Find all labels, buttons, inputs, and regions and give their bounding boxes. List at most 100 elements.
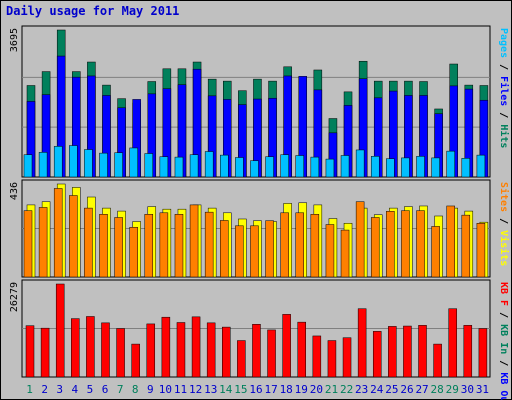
bar-kb-f [327, 340, 337, 378]
x-tick-label: 19 [295, 383, 308, 396]
bar-kb-f [388, 326, 397, 378]
bar-kb-f [312, 335, 322, 378]
legend-entry: / [498, 212, 509, 230]
legend: Sites / Visits [498, 182, 510, 266]
bar-kb-f [342, 337, 352, 378]
bar-kb-f [252, 324, 261, 378]
bar-sites [159, 212, 169, 278]
bar-pages [386, 158, 395, 178]
bar-pages [114, 152, 123, 178]
legend-entry: Files [498, 76, 510, 106]
x-tick-label: 27 [415, 383, 428, 396]
bar-pages [99, 152, 108, 178]
bar-sites [431, 226, 440, 278]
bar-pages [401, 157, 410, 178]
bar-kb-f [222, 326, 231, 378]
x-tick-label: 30 [461, 383, 474, 396]
bar-kb-f [101, 322, 110, 378]
bar-sites [38, 207, 48, 278]
bar-kb-f [357, 308, 367, 378]
legend: Pages / Files / Hits [498, 28, 510, 148]
legend-entry: Hits [498, 124, 510, 148]
x-tick-label: 20 [310, 383, 323, 396]
bar-pages [144, 153, 154, 178]
x-tick-label: 14 [219, 383, 233, 396]
x-tick-label: 11 [174, 383, 187, 396]
bar-pages [340, 155, 350, 178]
legend-entry: Visits [498, 230, 510, 266]
legend-entry: KB F [498, 282, 509, 306]
panel-top: 3695 Pages / Files / Hits [9, 25, 510, 178]
bar-pages [53, 146, 63, 178]
bar-pages [431, 157, 440, 178]
bar-kb-f [40, 327, 50, 378]
bar-sites [189, 204, 199, 278]
bar-pages [235, 157, 244, 178]
bar-kb-f [191, 316, 201, 378]
bar-pages [310, 156, 320, 178]
bar-pages [461, 158, 471, 178]
x-tick-label: 18 [280, 383, 293, 396]
x-tick-label: 25 [385, 383, 398, 396]
x-tick-label: 16 [249, 383, 262, 396]
bar-kb-f [372, 331, 382, 378]
panel-middle: 436 Sites / Visits [9, 179, 510, 278]
bar-kb-f [71, 318, 80, 378]
legend-entry: Pages [498, 28, 509, 58]
bar-kb-f [282, 314, 291, 378]
bar-pages [250, 160, 259, 178]
x-tick-label: 15 [234, 383, 247, 396]
legend-entry: / [498, 106, 509, 124]
bar-kb-f [131, 343, 140, 378]
bar-kb-f [146, 323, 156, 378]
bar-sites [446, 205, 455, 278]
bar-sites [235, 225, 244, 278]
legend-entry: / [498, 58, 509, 76]
bar-sites [461, 214, 471, 278]
x-tick-label: 2 [41, 383, 48, 396]
bar-sites [310, 214, 320, 278]
legend-entry: / [498, 354, 509, 372]
bar-pages [476, 154, 486, 178]
legend-entry: / [498, 306, 509, 324]
bar-kb-f [25, 325, 35, 378]
bar-sites [99, 214, 108, 278]
bar-pages [129, 147, 138, 178]
x-tick-label: 31 [476, 383, 489, 396]
bar-pages [159, 156, 169, 178]
bar-sites [401, 210, 410, 278]
x-tick-label: 26 [400, 383, 413, 396]
x-tick-label: 28 [431, 383, 444, 396]
x-tick-label: 9 [147, 383, 154, 396]
legend-entry: Sites [498, 182, 510, 212]
bar-sites [355, 201, 365, 278]
bar-pages [38, 152, 48, 178]
bar-kb-f [448, 308, 457, 378]
x-tick-label: 21 [325, 383, 338, 396]
bar-kb-f [206, 322, 216, 378]
x-tick-label: 17 [264, 383, 277, 396]
bar-pages [23, 154, 33, 178]
x-tick-label: 22 [340, 383, 353, 396]
bar-kb-f [86, 316, 95, 378]
y-max-label: 26279 [9, 282, 20, 312]
legend-entry: KB In [498, 324, 509, 354]
bar-kb-f [267, 329, 276, 378]
x-tick-label: 5 [87, 383, 94, 396]
y-max-label: 3695 [9, 28, 20, 52]
x-tick-label: 8 [132, 383, 139, 396]
bar-pages [174, 156, 184, 178]
bar-sites [416, 210, 425, 278]
bar-pages [416, 156, 425, 178]
y-max-label: 436 [9, 182, 20, 200]
bar-sites [53, 188, 63, 278]
bar-sites [23, 210, 33, 278]
bar-sites [84, 207, 93, 278]
x-tick-label: 10 [159, 383, 172, 396]
legend-entry: KB Out [498, 372, 509, 400]
bar-sites [476, 222, 486, 278]
bar-sites [280, 212, 289, 278]
bar-pages [370, 156, 380, 178]
